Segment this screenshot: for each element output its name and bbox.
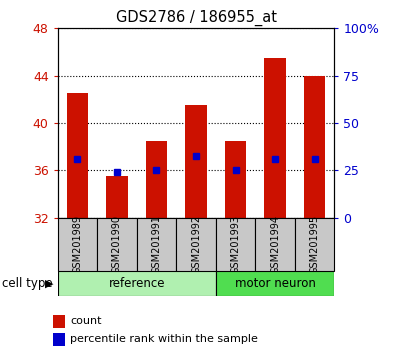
Bar <box>66 93 88 218</box>
Text: GSM201990: GSM201990 <box>112 215 122 274</box>
Bar <box>264 58 286 218</box>
Bar <box>137 218 176 271</box>
Bar <box>106 176 128 218</box>
Text: GSM201989: GSM201989 <box>72 215 82 274</box>
Bar <box>185 105 207 218</box>
Bar <box>176 218 216 271</box>
Text: GSM201992: GSM201992 <box>191 215 201 274</box>
Text: motor neuron: motor neuron <box>234 277 316 290</box>
Bar <box>146 141 168 218</box>
Text: percentile rank within the sample: percentile rank within the sample <box>70 335 258 344</box>
Text: GSM201994: GSM201994 <box>270 215 280 274</box>
Bar <box>58 271 216 296</box>
Bar <box>255 218 295 271</box>
Bar <box>97 218 137 271</box>
Text: reference: reference <box>109 277 165 290</box>
Bar <box>216 218 255 271</box>
Text: count: count <box>70 316 102 326</box>
Text: GSM201993: GSM201993 <box>230 215 240 274</box>
Bar <box>53 315 65 328</box>
Bar <box>295 218 334 271</box>
Bar <box>216 271 334 296</box>
Title: GDS2786 / 186955_at: GDS2786 / 186955_at <box>115 9 277 25</box>
Text: ▶: ▶ <box>45 278 53 288</box>
Text: cell type: cell type <box>2 277 53 290</box>
Bar <box>224 141 246 218</box>
Text: GSM201995: GSM201995 <box>310 215 320 274</box>
Text: GSM201991: GSM201991 <box>152 215 162 274</box>
Bar <box>304 76 326 218</box>
Bar <box>53 333 65 346</box>
Bar <box>58 218 97 271</box>
